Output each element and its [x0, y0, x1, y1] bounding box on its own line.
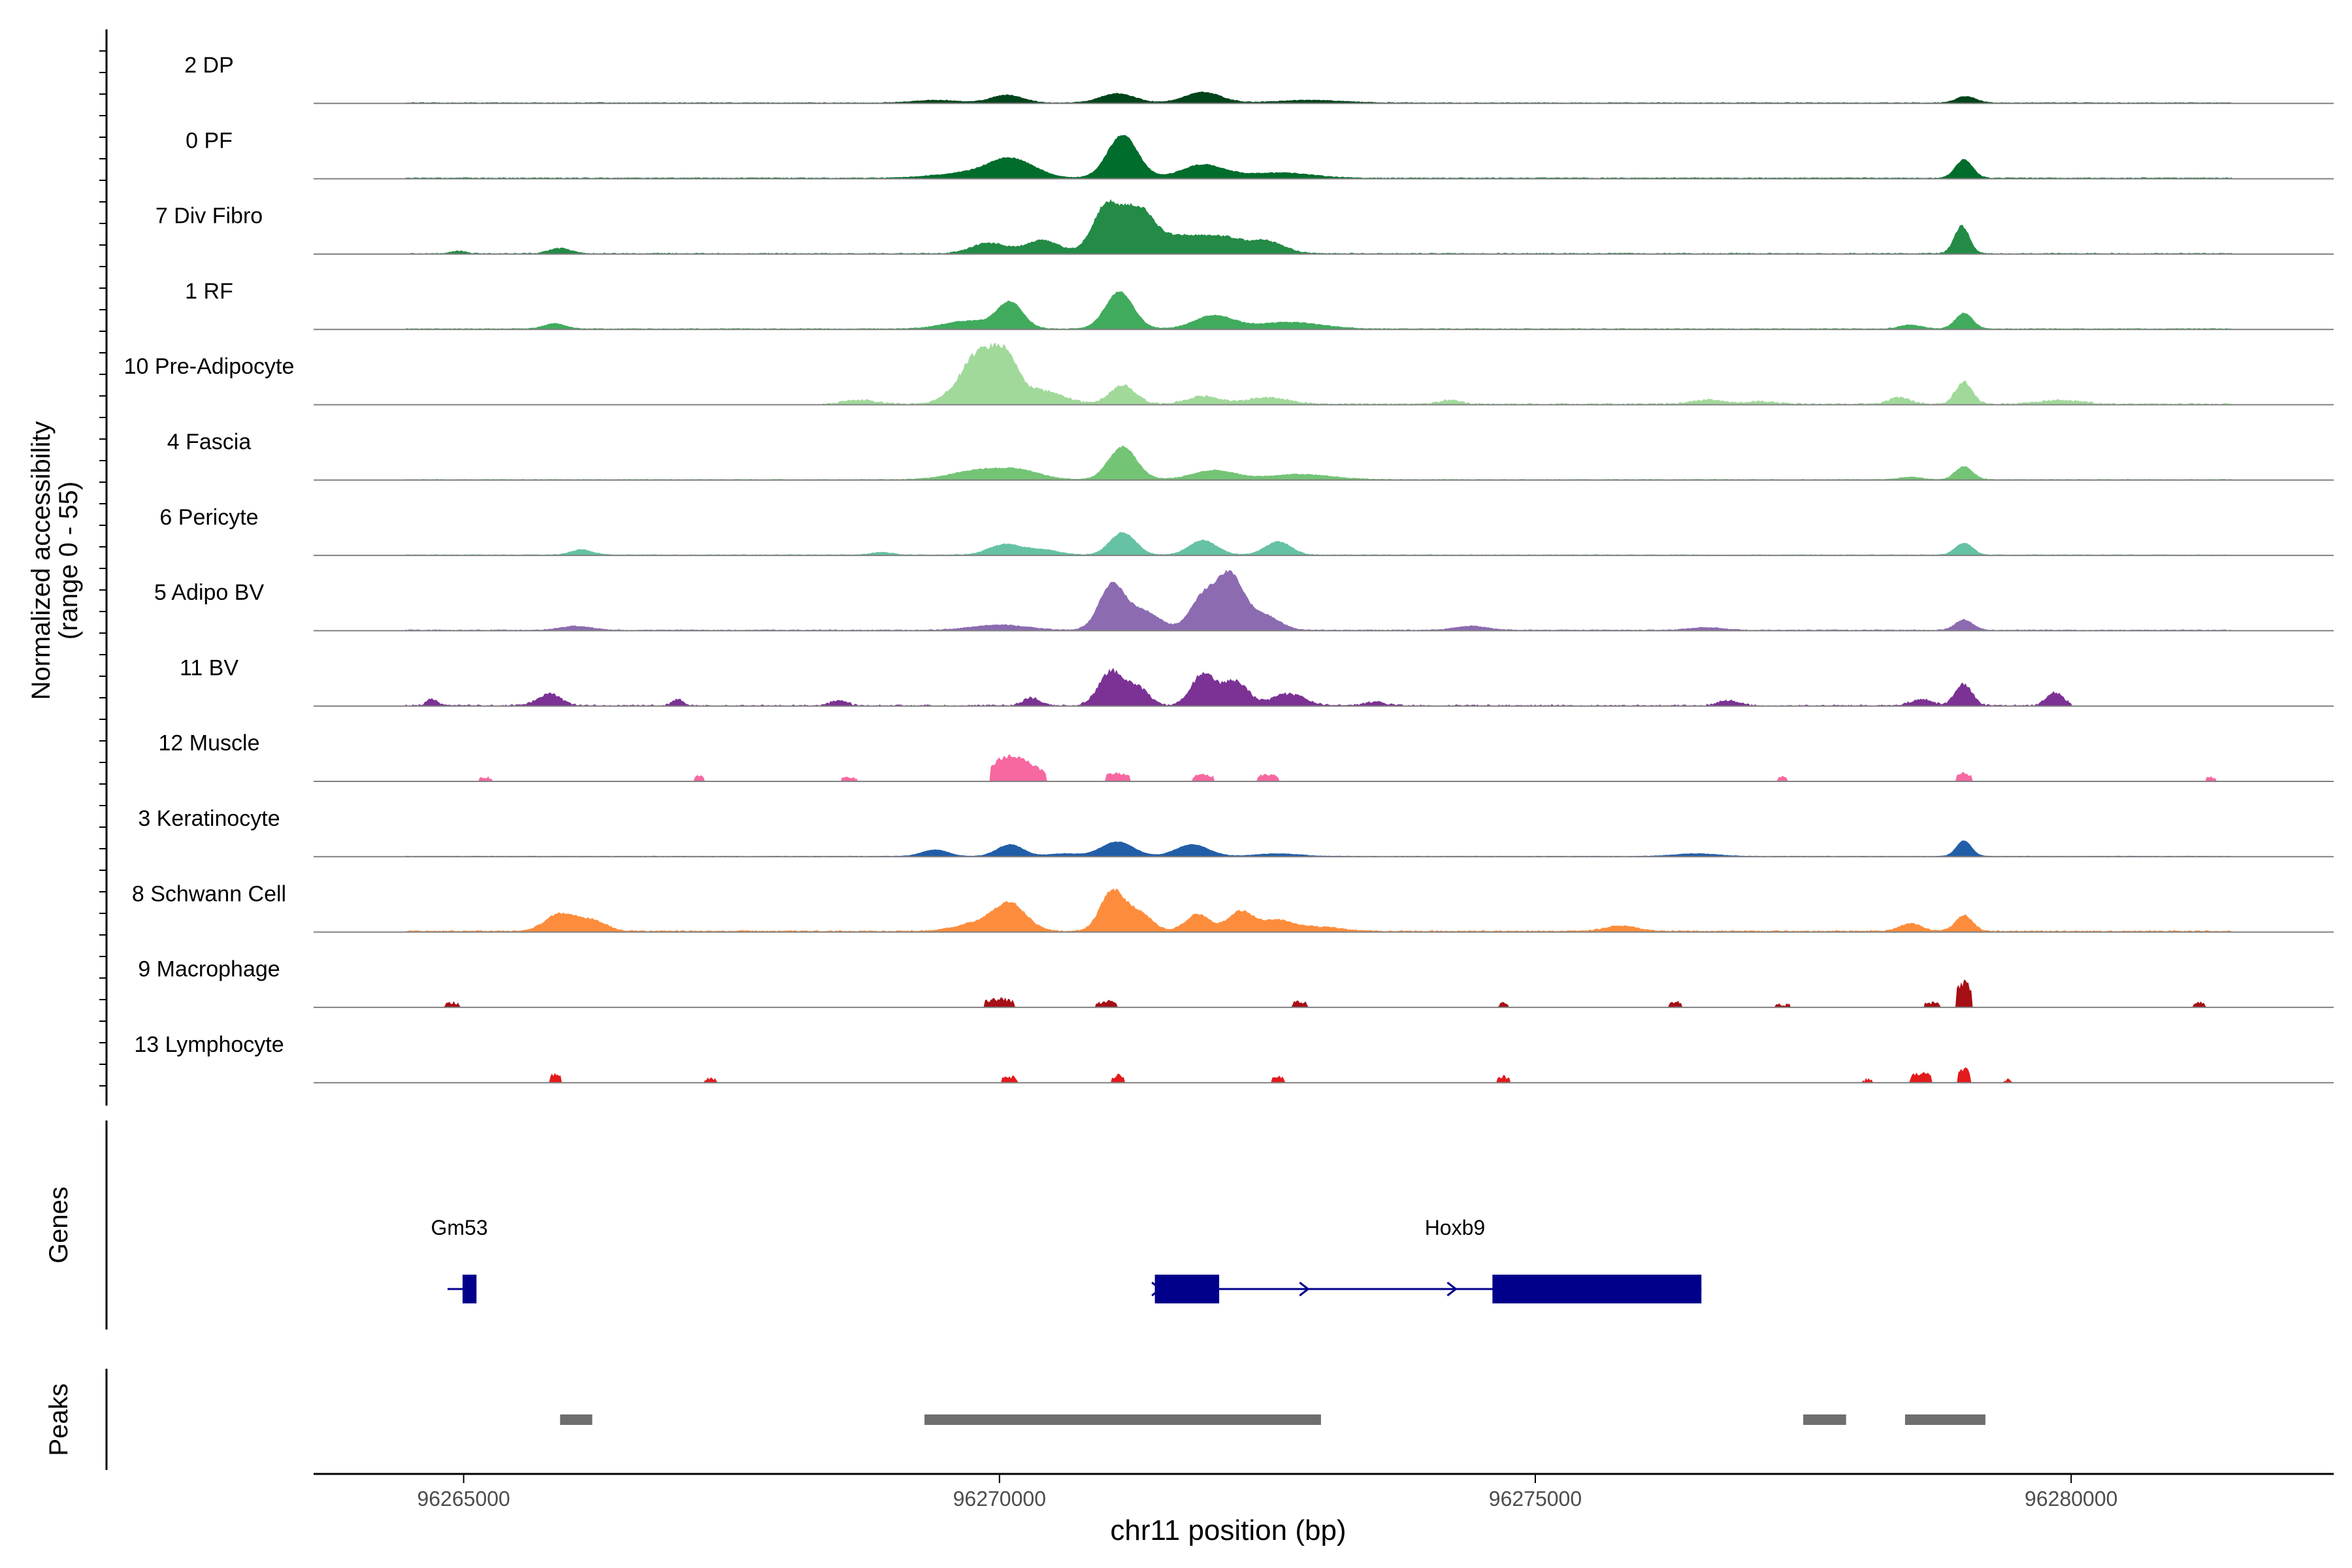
track-9: 12 Muscle [159, 731, 2334, 782]
gene-label: Gm53 [431, 1216, 488, 1239]
coverage-tracks: 2 DP 0 PF 7 Div Fibro 1 RF 10 Pre-Adipocyte 4… [124, 53, 2334, 1084]
gene-exon [1154, 1275, 1220, 1303]
track-10: 3 Keratinocyte [138, 806, 2334, 858]
gene-gm53: Gm53 [431, 1216, 488, 1303]
track-label: 1 RF [185, 279, 233, 304]
track-label: 2 DP [184, 53, 234, 78]
track-label: 7 Div Fibro [155, 204, 263, 229]
track-label: 5 Adipo BV [154, 580, 265, 605]
track-label: 12 Muscle [159, 731, 260, 756]
track-13: 13 Lymphocyte [134, 1032, 2334, 1084]
y-axis-range-label: (range 0 - 55) [54, 482, 83, 640]
y-axis-label: Normalized accessibility [27, 421, 56, 700]
peak-region [1904, 1414, 1985, 1425]
x-tick-label: 96275000 [1489, 1487, 1582, 1511]
track-1: 0 PF [186, 128, 2334, 180]
track-0: 2 DP [184, 53, 2334, 105]
track-label: 0 PF [186, 128, 233, 153]
peak-region [1803, 1414, 1846, 1425]
coverage-area [314, 1067, 2334, 1083]
track-8: 11 BV [180, 655, 2334, 707]
peaks-panel-label: Peaks [44, 1383, 73, 1456]
track-5: 4 Fascia [167, 430, 2334, 481]
x-tick-label: 96280000 [2025, 1487, 2117, 1511]
gene-exon [463, 1275, 477, 1303]
track-12: 9 Macrophage [138, 957, 2334, 1008]
gene-label: Hoxb9 [1425, 1216, 1486, 1239]
coverage-area [314, 91, 2334, 104]
track-label: 8 Schwann Cell [132, 881, 286, 906]
peak-region [924, 1414, 1321, 1425]
peak-region [560, 1414, 593, 1425]
track-label: 13 Lymphocyte [134, 1032, 284, 1057]
track-label: 6 Pericyte [159, 505, 258, 530]
peaks-panel [105, 1369, 1985, 1470]
track-label: 9 Macrophage [138, 957, 280, 982]
x-tick-label: 96265000 [417, 1487, 510, 1511]
track-label: 3 Keratinocyte [138, 806, 280, 831]
x-axis: 96265000 96270000 96275000 96280000 [314, 1473, 2334, 1511]
strand-arrow [1299, 1281, 1310, 1297]
x-axis-label: chr11 position (bp) [1110, 1514, 1346, 1546]
track-11: 8 Schwann Cell [132, 881, 2334, 933]
track-3: 1 RF [185, 279, 2334, 331]
y-axis [99, 29, 108, 1106]
x-tick-label: 96270000 [953, 1487, 1046, 1511]
track-7: 5 Adipo BV [154, 569, 2334, 632]
track-label: 10 Pre-Adipocyte [124, 354, 295, 379]
track-6: 6 Pericyte [159, 505, 2334, 557]
track-label: 4 Fascia [167, 430, 252, 455]
track-2: 7 Div Fibro [155, 199, 2334, 255]
strand-arrow [1446, 1281, 1458, 1297]
gene-hoxb9: Hoxb9 [1151, 1216, 1702, 1303]
track-4: 10 Pre-Adipocyte [124, 342, 2334, 406]
genes-panel: Gm53 Hoxb9 [105, 1120, 1702, 1330]
gene-exon [1492, 1275, 1702, 1303]
genes-panel-label: Genes [44, 1186, 73, 1264]
track-label: 11 BV [180, 655, 238, 680]
